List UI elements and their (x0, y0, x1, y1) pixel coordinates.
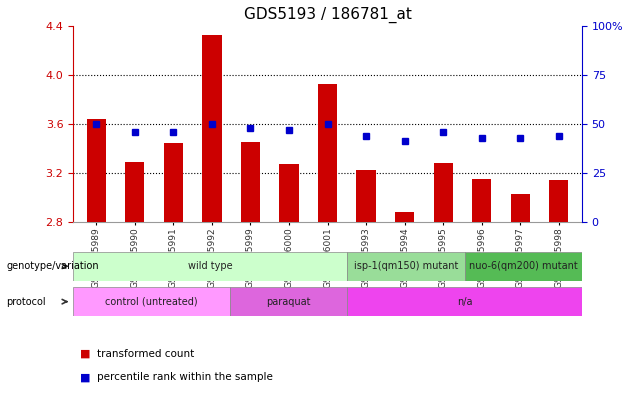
Text: isp-1(qm150) mutant: isp-1(qm150) mutant (354, 261, 458, 271)
Bar (318, 84, 337, 222)
Text: control (untreated): control (untreated) (105, 297, 198, 307)
Text: n/a: n/a (457, 297, 473, 307)
Bar (347, 252, 464, 281)
Bar (73, 287, 230, 316)
Bar (86, 119, 106, 222)
Text: protocol: protocol (6, 297, 46, 307)
Text: transformed count: transformed count (97, 349, 195, 359)
Bar (356, 171, 376, 222)
Bar (472, 179, 492, 222)
Bar (230, 287, 347, 316)
Bar (241, 142, 260, 222)
Text: paraquat: paraquat (266, 297, 310, 307)
Bar (395, 212, 414, 222)
Text: ■: ■ (80, 349, 90, 359)
Text: ■: ■ (80, 372, 90, 382)
Bar (434, 163, 453, 222)
Text: wild type: wild type (188, 261, 232, 271)
Bar (279, 164, 299, 222)
Text: genotype/variation: genotype/variation (6, 261, 99, 271)
Bar (73, 252, 347, 281)
Bar (202, 35, 221, 222)
Bar (549, 180, 569, 222)
Bar (464, 252, 582, 281)
Bar (511, 194, 530, 222)
Title: GDS5193 / 186781_at: GDS5193 / 186781_at (244, 7, 411, 23)
Bar (125, 162, 144, 222)
Text: nuo-6(qm200) mutant: nuo-6(qm200) mutant (469, 261, 577, 271)
Bar (163, 143, 183, 222)
Bar (347, 287, 582, 316)
Text: percentile rank within the sample: percentile rank within the sample (97, 372, 273, 382)
